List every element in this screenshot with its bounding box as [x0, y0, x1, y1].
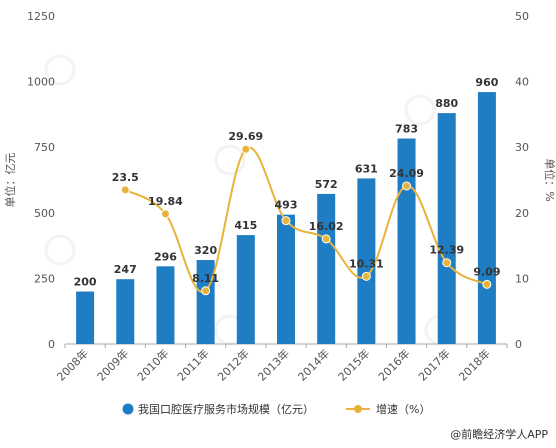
- y-left-tick-4: 1000: [27, 76, 55, 89]
- bar-7: [357, 178, 376, 344]
- y-left-tick-0: 0: [48, 338, 55, 351]
- watermark-mark-0: [44, 54, 76, 86]
- bars: [76, 92, 496, 344]
- growth-point-6: [321, 234, 331, 244]
- bar-2: [156, 266, 175, 344]
- x-tick-label-1: 2009年: [94, 346, 131, 383]
- y-right-tick-4: 40: [515, 76, 529, 89]
- growth-line-path: [124, 146, 488, 294]
- legend-bar-label: 我国口腔医疗服务市场规模（亿元）: [138, 402, 314, 416]
- legend-line-label: 增速（%）: [376, 402, 430, 416]
- watermark-mark-2: [44, 234, 76, 266]
- growth-label-3: 8.11: [192, 272, 219, 285]
- bar-label-5: 493: [275, 199, 298, 212]
- growth-line: [120, 144, 492, 296]
- x-tick-label-4: 2012年: [214, 346, 251, 383]
- growth-label-2: 19.84: [148, 195, 183, 208]
- watermark-mark-1: [214, 144, 246, 176]
- growth-point-2: [160, 209, 170, 219]
- y-left-tick-5: 1250: [27, 10, 55, 23]
- growth-point-4: [241, 144, 251, 154]
- growth-label-7: 10.31: [349, 257, 384, 270]
- legend-bar-swatch: [122, 403, 134, 415]
- x-tick-label-3: 2011年: [174, 346, 211, 383]
- legend: 我国口腔医疗服务市场规模（亿元） 增速（%）: [122, 402, 430, 416]
- y-right-tick-1: 10: [515, 272, 529, 285]
- bar-label-6: 572: [315, 178, 338, 191]
- x-tick-label-7: 2015年: [335, 346, 372, 383]
- growth-label-10: 9.09: [473, 265, 500, 278]
- growth-point-3: [201, 286, 211, 296]
- bar-10: [477, 92, 496, 344]
- data-labels: 200 247 296 320 415 493 572 631 783 880 960 23.5 19.…: [74, 76, 501, 288]
- bar-label-0: 200: [74, 276, 97, 289]
- bar-label-10: 960: [475, 76, 498, 89]
- growth-point-9: [442, 258, 452, 268]
- growth-point-8: [402, 181, 412, 191]
- bar-label-7: 631: [355, 162, 378, 175]
- x-tick-label-6: 2014年: [295, 346, 332, 383]
- growth-label-9: 12.39: [429, 244, 464, 257]
- credit-text: @前瞻经济学人APP: [450, 427, 548, 441]
- bar-4: [236, 235, 255, 344]
- x-tick-label-10: 2018年: [456, 346, 493, 383]
- growth-label-4: 29.69: [228, 130, 263, 143]
- bar-3: [196, 260, 215, 344]
- y-right-tick-2: 20: [515, 207, 529, 220]
- bar-0: [76, 291, 95, 344]
- growth-label-1: 23.5: [112, 171, 139, 184]
- watermark: [44, 54, 456, 346]
- x-tick-label-5: 2013年: [255, 346, 292, 383]
- bar-9: [437, 113, 456, 344]
- y-right-tick-3: 30: [515, 141, 529, 154]
- y-left-tick-2: 500: [34, 207, 55, 220]
- y-left-tick-1: 250: [34, 272, 55, 285]
- watermark-mark-3: [404, 94, 436, 126]
- y-right-tick-0: 0: [515, 338, 522, 351]
- x-tick-label-0: 2008年: [54, 346, 91, 383]
- bar-label-4: 415: [234, 219, 257, 232]
- x-tick-label-2: 2010年: [134, 346, 171, 383]
- growth-label-6: 16.02: [309, 220, 344, 233]
- y-right-title: 单位：%: [543, 158, 556, 201]
- growth-point-5: [281, 216, 291, 226]
- y-left-title: 单位：亿元: [3, 153, 17, 208]
- bar-5: [277, 214, 295, 344]
- growth-point-1: [120, 185, 130, 195]
- bar-label-8: 783: [395, 123, 418, 136]
- y-right-tick-5: 50: [515, 10, 529, 23]
- growth-point-10: [482, 279, 492, 289]
- x-tick-label-8: 2016年: [375, 346, 412, 383]
- growth-label-8: 24.09: [389, 167, 424, 180]
- growth-point-7: [361, 271, 371, 281]
- bar-label-1: 247: [114, 263, 137, 276]
- bar-label-2: 296: [154, 250, 177, 263]
- bar-1: [116, 279, 135, 344]
- legend-line-swatch: [354, 405, 362, 413]
- bar-label-3: 320: [194, 244, 217, 257]
- bar-6: [317, 193, 336, 344]
- y-left-tick-3: 750: [34, 141, 55, 154]
- x-tick-label-9: 2017年: [415, 346, 452, 383]
- bar-label-9: 880: [435, 97, 458, 110]
